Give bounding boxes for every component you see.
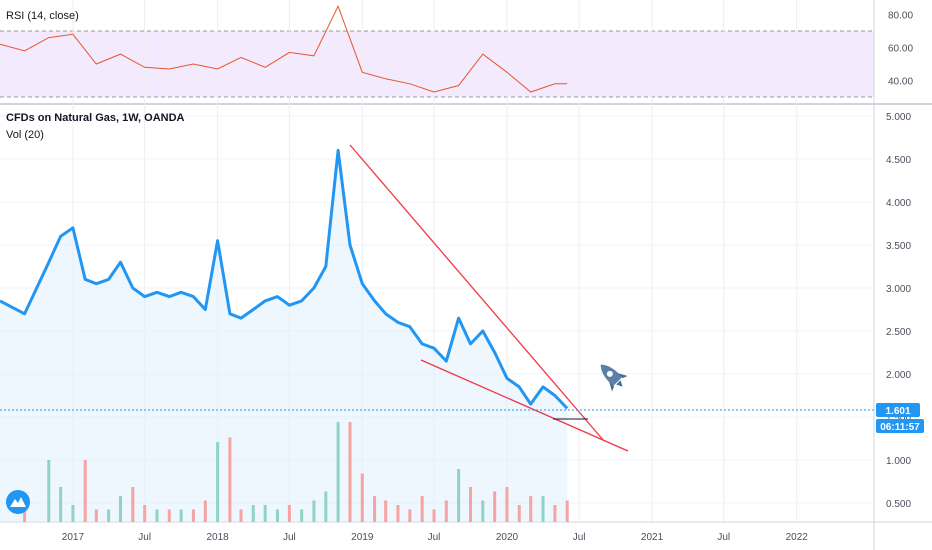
volume-bar <box>47 460 51 522</box>
price-line[interactable] <box>0 148 569 410</box>
time-tick-label: 2019 <box>351 532 374 543</box>
time-tick-label: 2020 <box>496 532 519 543</box>
price-tick-label: 5.000 <box>886 112 911 123</box>
time-axis-labels: 2017 Jul 2018 Jul 2019 Jul 2020 Jul 2021 Jul 2022 <box>62 532 808 543</box>
volume-bar <box>348 422 352 522</box>
price-tick-label: 0.500 <box>886 499 911 510</box>
volume-bar <box>517 505 521 522</box>
volume-bar <box>94 509 98 522</box>
time-tick-label: Jul <box>428 532 441 543</box>
lower-trendline[interactable] <box>420 359 629 452</box>
volume-bar <box>541 496 545 522</box>
volume-bar <box>529 496 533 522</box>
last-price-value: 1.601 <box>885 406 910 417</box>
volume-bar <box>396 505 400 522</box>
volume-bar <box>432 509 436 522</box>
price-area-fill <box>0 150 568 522</box>
time-tick-label: Jul <box>283 532 296 543</box>
volume-bar <box>191 509 195 522</box>
tradingview-logo-icon[interactable] <box>6 490 30 514</box>
volume-bar <box>420 496 424 522</box>
volume-bar <box>203 500 207 522</box>
rsi-line[interactable] <box>0 5 568 93</box>
volume-bar <box>239 509 243 522</box>
volume-bar <box>263 505 267 522</box>
rsi-tick-labels: 80.00 60.00 40.00 <box>888 11 913 88</box>
volume-bar <box>408 509 412 522</box>
rocket-icon[interactable] <box>593 357 630 394</box>
volume-bar <box>553 505 557 522</box>
price-tick-label: 2.500 <box>886 327 911 338</box>
volume-bar <box>360 473 364 522</box>
volume-subtitle: Vol (20) <box>6 129 44 141</box>
last-price-tag <box>876 403 920 417</box>
volume-bar <box>468 487 472 522</box>
volume-bar <box>505 487 509 522</box>
volume-bar <box>71 505 75 522</box>
volume-bar <box>312 500 316 522</box>
time-tick-label: Jul <box>573 532 586 543</box>
upper-trendline[interactable] <box>349 144 605 442</box>
volume-bar <box>155 509 159 522</box>
volume-bar <box>143 505 147 522</box>
time-tick-label: Jul <box>138 532 151 543</box>
bar-countdown: 06:11:57 <box>880 422 920 433</box>
volume-bar <box>457 469 461 522</box>
price-tick-labels: 5.000 4.500 4.000 3.500 3.000 2.500 2.000 1.500… <box>886 112 911 510</box>
volume-bar <box>373 496 377 522</box>
price-tick-label: 2.000 <box>886 370 911 381</box>
price-tick-label: 1.500 <box>886 413 911 424</box>
volume-bar <box>83 460 87 522</box>
volume-bar <box>251 505 255 522</box>
price-tick-label: 3.000 <box>886 284 911 295</box>
time-tick-label: 2018 <box>206 532 229 543</box>
volume-bar <box>481 500 485 522</box>
price-tick-label: 1.000 <box>886 456 911 467</box>
volume-bar <box>287 505 291 522</box>
volume-bar <box>493 491 497 522</box>
rsi-title: RSI (14, close) <box>6 10 79 22</box>
price-tick-label: 4.000 <box>886 198 911 209</box>
volume-bar <box>107 509 111 522</box>
volume-bar <box>216 442 220 522</box>
volume-bars <box>23 422 569 522</box>
rsi-band <box>0 31 874 97</box>
volume-bar <box>300 509 304 522</box>
volume-bar <box>179 509 183 522</box>
rsi-tick-label: 40.00 <box>888 77 913 88</box>
volume-bar <box>444 500 448 522</box>
time-tick-label: 2017 <box>62 532 85 543</box>
time-tick-label: Jul <box>717 532 730 543</box>
volume-bar <box>565 500 569 522</box>
volume-bar <box>336 422 340 522</box>
time-tick-label: 2022 <box>786 532 809 543</box>
rsi-tick-label: 60.00 <box>888 44 913 55</box>
countdown-tag <box>876 419 924 433</box>
volume-bar <box>118 496 122 522</box>
volume-bar <box>228 437 232 522</box>
price-tick-label: 3.500 <box>886 241 911 252</box>
volume-bar <box>167 509 171 522</box>
volume-bar <box>59 487 63 522</box>
volume-bar <box>275 509 279 522</box>
time-tick-label: 2021 <box>641 532 664 543</box>
volume-bar <box>384 500 388 522</box>
chart-title: CFDs on Natural Gas, 1W, OANDA <box>6 112 185 124</box>
volume-bar <box>131 487 135 522</box>
volume-bar <box>324 491 328 522</box>
rsi-tick-label: 80.00 <box>888 11 913 22</box>
price-tick-label: 4.500 <box>886 155 911 166</box>
